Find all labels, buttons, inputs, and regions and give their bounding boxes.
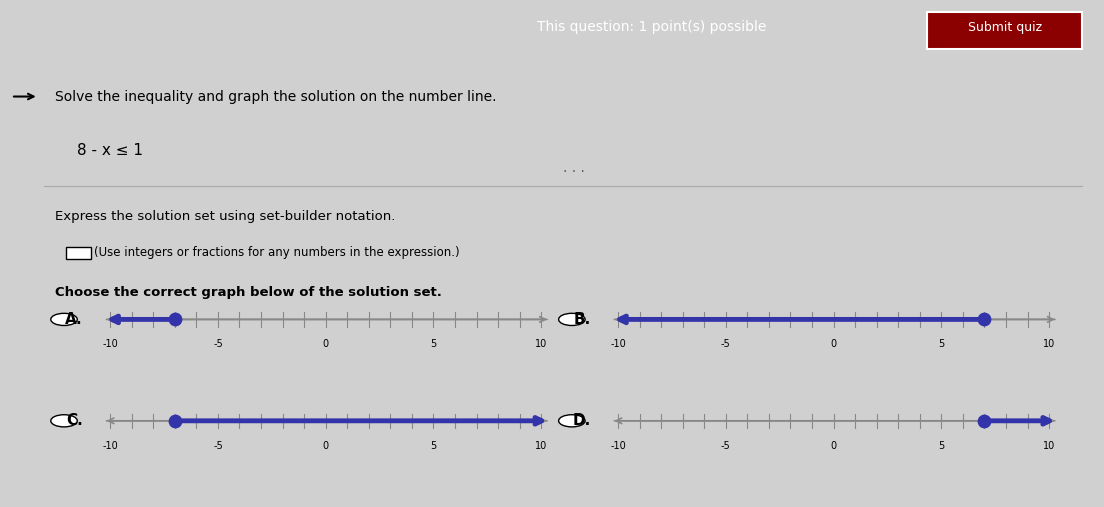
Text: C.: C.	[66, 413, 83, 428]
Text: Choose the correct graph below of the solution set.: Choose the correct graph below of the so…	[55, 286, 442, 299]
Text: -10: -10	[611, 339, 626, 349]
Text: Submit quiz: Submit quiz	[967, 21, 1042, 34]
Text: D.: D.	[572, 413, 591, 428]
Point	[166, 417, 183, 425]
Text: -10: -10	[103, 441, 118, 451]
Text: -5: -5	[213, 339, 223, 349]
Text: -5: -5	[213, 441, 223, 451]
Text: This question: 1 point(s) possible: This question: 1 point(s) possible	[537, 20, 766, 34]
Text: 10: 10	[1043, 441, 1055, 451]
Text: . . .: . . .	[563, 161, 585, 175]
Text: 0: 0	[322, 441, 329, 451]
Text: 5: 5	[431, 441, 436, 451]
Bar	[927, 12, 1082, 49]
Bar	[66, 247, 91, 260]
Text: -10: -10	[611, 441, 626, 451]
Circle shape	[559, 313, 585, 325]
Text: (Use integers or fractions for any numbers in the expression.): (Use integers or fractions for any numbe…	[94, 246, 459, 259]
Text: 10: 10	[535, 339, 548, 349]
Text: 0: 0	[322, 339, 329, 349]
Text: 5: 5	[938, 441, 944, 451]
Text: 5: 5	[431, 339, 436, 349]
Text: -10: -10	[103, 339, 118, 349]
Text: 5: 5	[938, 339, 944, 349]
Point	[976, 315, 994, 323]
Text: 10: 10	[1043, 339, 1055, 349]
Text: 0: 0	[830, 339, 837, 349]
Text: -5: -5	[721, 441, 731, 451]
Text: A.: A.	[65, 312, 83, 327]
Point	[166, 315, 183, 323]
Text: 10: 10	[535, 441, 548, 451]
Text: Express the solution set using set-builder notation.: Express the solution set using set-build…	[55, 210, 395, 224]
Text: B.: B.	[573, 312, 591, 327]
Circle shape	[559, 415, 585, 427]
Text: 8 - x ≤ 1: 8 - x ≤ 1	[77, 142, 144, 158]
Circle shape	[51, 313, 77, 325]
Point	[976, 417, 994, 425]
Circle shape	[51, 415, 77, 427]
Text: Solve the inequality and graph the solution on the number line.: Solve the inequality and graph the solut…	[55, 90, 497, 103]
Text: -5: -5	[721, 339, 731, 349]
Text: 0: 0	[830, 441, 837, 451]
